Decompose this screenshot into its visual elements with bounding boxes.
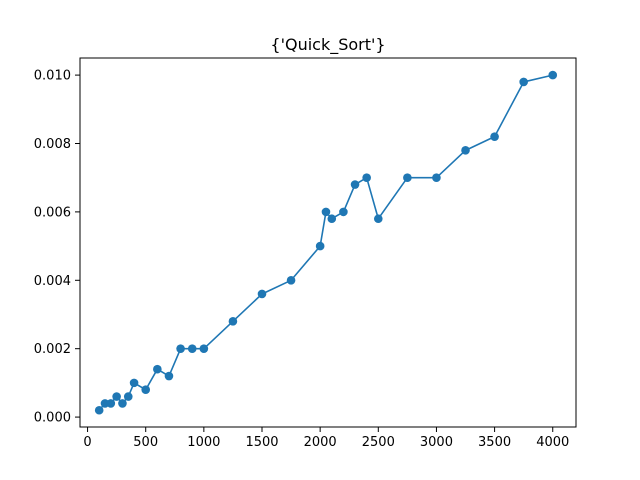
- plot-area: [94, 70, 558, 415]
- data-point: [129, 378, 139, 388]
- data-point: [548, 70, 558, 80]
- x-tick-label: 500: [133, 435, 158, 450]
- y-tick-label: 0.004: [34, 274, 71, 289]
- data-point: [257, 289, 267, 299]
- data-point: [286, 275, 296, 285]
- data-point: [490, 132, 499, 141]
- data-point: [199, 344, 209, 353]
- y-tick-label: 0.010: [34, 69, 71, 84]
- data-point: [94, 405, 104, 415]
- x-tick-label: 3500: [478, 435, 511, 450]
- chart-title: {'Quick_Sort'}: [270, 35, 385, 55]
- y-tick-label: 0.006: [34, 205, 71, 220]
- x-tick-label: 2000: [304, 435, 337, 450]
- x-tick-label: 1000: [187, 435, 220, 450]
- data-point: [123, 392, 133, 401]
- data-point: [118, 399, 127, 408]
- data-point: [373, 214, 383, 224]
- x-tick-label: 3000: [420, 435, 453, 450]
- data-point: [153, 364, 162, 374]
- data-point: [176, 344, 185, 353]
- data-point: [228, 317, 238, 326]
- data-point: [403, 173, 412, 182]
- x-tick-label: 0: [83, 435, 91, 450]
- data-point: [164, 371, 174, 381]
- data-point: [339, 207, 348, 217]
- x-tick-label: 1500: [245, 435, 278, 450]
- data-point: [112, 392, 121, 401]
- data-point: [519, 77, 528, 87]
- data-point: [315, 241, 325, 251]
- x-tick-label: 2500: [362, 435, 395, 450]
- data-point: [106, 399, 116, 408]
- data-point: [327, 214, 337, 224]
- data-point: [362, 173, 371, 182]
- data-point: [321, 207, 331, 217]
- y-tick-label: 0.002: [34, 342, 71, 357]
- data-point: [141, 385, 151, 395]
- data-point: [187, 344, 197, 353]
- data-point: [350, 180, 360, 189]
- axes: 0 500 1000 1500 2000 2500 3000 3500 4000 0.000 0.0…: [34, 57, 577, 450]
- x-tick-label: 4000: [536, 435, 569, 450]
- y-tick-label: 0.000: [34, 411, 71, 426]
- data-point: [461, 146, 470, 155]
- plot-frame: [79, 57, 577, 428]
- y-tick-label: 0.008: [34, 137, 71, 152]
- data-point: [432, 173, 441, 182]
